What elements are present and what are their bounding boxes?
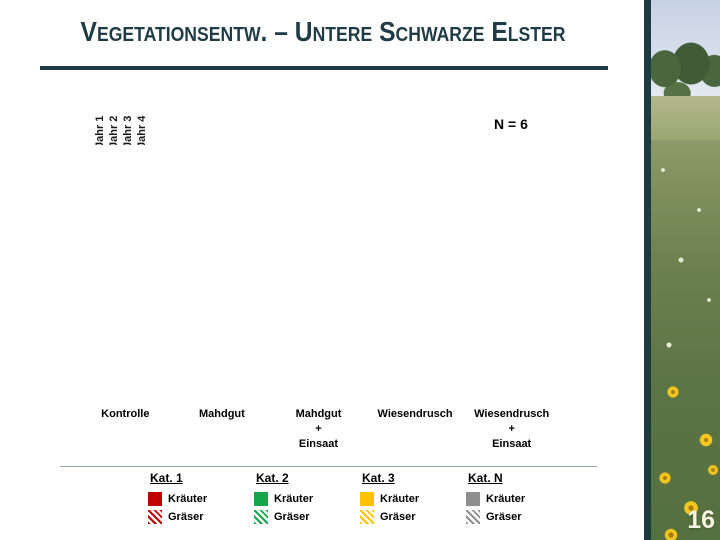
legend-group-kat1: Kat. 1 Kräuter Gräser — [148, 471, 254, 526]
legend-entry-label: Gräser — [168, 511, 204, 523]
legend-swatch-solid — [148, 492, 162, 506]
legend-swatch-solid — [466, 492, 480, 506]
chart-legend: Kat. 1 Kräuter Gräser Kat. 2 Kräuter Grä… — [148, 471, 572, 526]
series-label-jahr1: Jahr 1 — [94, 115, 106, 148]
category-label-mahdgut-einsaat: Mahdgut + Einsaat — [295, 408, 342, 450]
sample-size-annotation: N = 6 — [494, 116, 528, 132]
legend-entry-label: Kräuter — [274, 493, 314, 505]
legend-entry: Gräser — [360, 508, 466, 526]
legend-group-title: Kat. 1 — [150, 471, 183, 485]
category-label-wiesendrusch: Wiesendrusch — [377, 408, 453, 420]
vertical-accent-bar — [644, 0, 651, 540]
photo-trees — [651, 28, 720, 102]
legend-entry-label: Gräser — [380, 511, 416, 523]
meadow-photo: 16 — [651, 0, 720, 540]
legend-entry-label: Gräser — [274, 511, 310, 523]
series-label-jahr3: Jahr 3 — [122, 115, 134, 148]
photo-distant-meadow — [651, 96, 720, 142]
category-label-mahdgut: Mahdgut — [198, 408, 245, 420]
legend-entry-label: Kräuter — [380, 493, 420, 505]
legend-entry-label: Gräser — [486, 511, 522, 523]
series-label-jahr4: Jahr 4 — [136, 115, 148, 148]
legend-swatch-hatched — [466, 510, 480, 524]
legend-swatch-hatched — [360, 510, 374, 524]
page-number: 16 — [687, 506, 715, 534]
legend-entry: Kräuter — [466, 490, 572, 508]
category-axis: Kontrolle Mahdgut Mahdgut + Einsaat Wies… — [77, 407, 560, 452]
title-underline — [40, 66, 608, 70]
empty-plot-area — [77, 145, 560, 405]
legend-group-katN: Kat. N Kräuter Gräser — [466, 471, 572, 526]
legend-entry: Kräuter — [148, 490, 254, 508]
legend-swatch-hatched — [148, 510, 162, 524]
legend-swatch-solid — [360, 492, 374, 506]
legend-group-title: Kat. N — [468, 471, 503, 485]
legend-group-title: Kat. 3 — [362, 471, 395, 485]
legend-swatch-hatched — [254, 510, 268, 524]
slide-title: Vegetationsentw. – Untere Schwarze Elste… — [80, 16, 566, 47]
category-label-wiesendrusch-einsaat: Wiesendrusch + Einsaat — [474, 408, 550, 450]
series-label-jahr2: Jahr 2 — [108, 115, 120, 148]
legend-entry: Gräser — [254, 508, 360, 526]
legend-group-title: Kat. 2 — [256, 471, 289, 485]
category-label-kontrolle: Kontrolle — [101, 408, 150, 420]
legend-separator-line — [60, 466, 597, 467]
legend-swatch-solid — [254, 492, 268, 506]
legend-entry-label: Kräuter — [486, 493, 526, 505]
series-axis-labels: Jahr 1 Jahr 2 Jahr 3 Jahr 4 — [94, 110, 148, 148]
legend-group-kat2: Kat. 2 Kräuter Gräser — [254, 471, 360, 526]
photo-flower-meadow — [651, 140, 720, 540]
legend-entry: Kräuter — [360, 490, 466, 508]
legend-entry-label: Kräuter — [168, 493, 208, 505]
legend-entry: Gräser — [148, 508, 254, 526]
legend-entry: Kräuter — [254, 490, 360, 508]
legend-entry: Gräser — [466, 508, 572, 526]
legend-group-kat3: Kat. 3 Kräuter Gräser — [360, 471, 466, 526]
